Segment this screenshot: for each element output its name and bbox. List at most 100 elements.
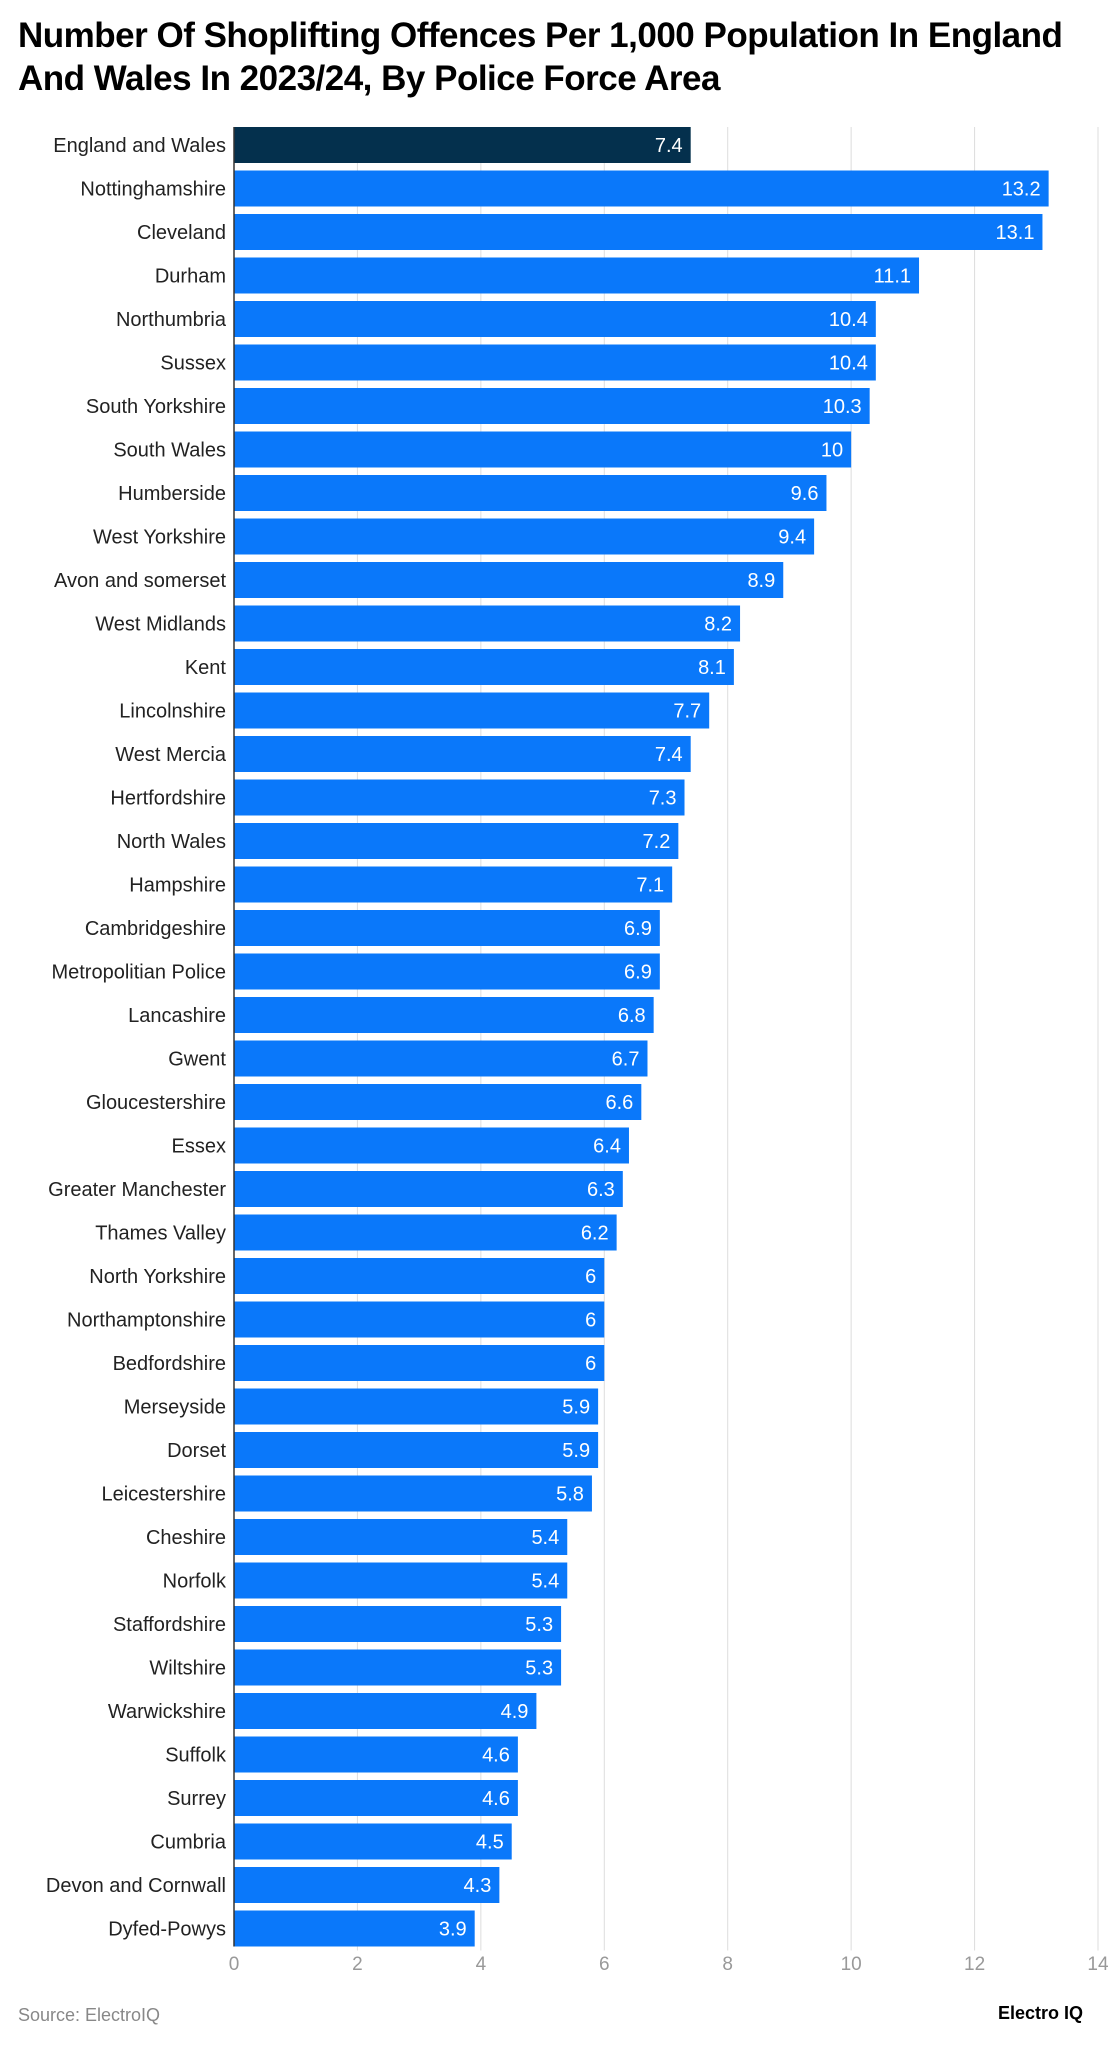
- data-label: 10.3: [823, 396, 862, 418]
- category-label: South Wales: [113, 440, 226, 462]
- bar: [234, 953, 660, 990]
- bar: [234, 736, 691, 772]
- data-label: 6.6: [606, 1092, 634, 1114]
- data-label: 9.6: [791, 483, 819, 505]
- category-label: Northamptonshire: [67, 1310, 226, 1332]
- chart-title: Number Of Shoplifting Offences Per 1,000…: [18, 16, 1063, 98]
- data-label: 7.7: [673, 701, 701, 723]
- bar: [234, 1693, 537, 1729]
- category-label: Sussex: [160, 353, 226, 375]
- x-tick-label: 2: [352, 1954, 363, 1975]
- category-label: Metropolitian Police: [51, 962, 226, 984]
- data-label: 9.4: [778, 527, 806, 549]
- category-label: Dyfed-Powys: [108, 1919, 226, 1941]
- category-label: Suffolk: [165, 1745, 227, 1767]
- bar: [234, 1171, 623, 1207]
- bar: [234, 779, 685, 816]
- data-label: 7.1: [636, 875, 664, 897]
- data-label: 5.4: [531, 1527, 559, 1549]
- category-label: Wiltshire: [149, 1658, 226, 1680]
- x-tick-label: 4: [476, 1954, 487, 1975]
- category-label: North Wales: [117, 831, 226, 853]
- category-label: Leicestershire: [101, 1484, 226, 1506]
- data-label: 6.8: [618, 1005, 646, 1027]
- data-label: 3.9: [439, 1919, 467, 1941]
- bar: [234, 605, 741, 642]
- category-label: Merseyside: [124, 1397, 226, 1419]
- data-label: 7.2: [643, 831, 671, 853]
- data-label: 6.2: [581, 1223, 609, 1245]
- bar: [234, 170, 1049, 207]
- category-label: Gwent: [168, 1049, 226, 1071]
- bar: [234, 1867, 500, 1903]
- category-label: Surrey: [167, 1788, 226, 1810]
- category-label: Lincolnshire: [119, 701, 226, 723]
- category-label: West Yorkshire: [93, 527, 226, 549]
- bar: [234, 1301, 605, 1338]
- data-label: 5.3: [525, 1614, 553, 1636]
- category-label: Staffordshire: [113, 1614, 226, 1636]
- bar: [234, 127, 691, 163]
- data-label: 6: [585, 1310, 596, 1332]
- bar: [234, 388, 870, 424]
- category-label: Nottinghamshire: [80, 179, 226, 201]
- x-tick-label: 12: [964, 1954, 985, 1975]
- data-label: 13.1: [996, 222, 1035, 244]
- bar: [234, 1214, 617, 1251]
- bar: [234, 1606, 562, 1642]
- bar: [234, 518, 815, 555]
- category-label: North Yorkshire: [89, 1266, 226, 1288]
- data-label: 7.4: [655, 744, 683, 766]
- category-label: Northumbria: [116, 309, 227, 331]
- data-label: 6.9: [624, 918, 652, 940]
- category-label: Cambridgeshire: [85, 918, 226, 940]
- data-label: 4.6: [482, 1745, 510, 1767]
- data-label: 6.3: [587, 1179, 615, 1201]
- data-label: 8.1: [698, 657, 726, 679]
- category-label: Warwickshire: [108, 1701, 226, 1723]
- data-label: 6.9: [624, 962, 652, 984]
- bar: [234, 1258, 605, 1294]
- bar: [234, 1388, 599, 1425]
- bar: [234, 1127, 629, 1164]
- bar: [234, 475, 827, 511]
- brand-logo: Electro IQ: [997, 2003, 1083, 2023]
- category-label: England and Wales: [53, 135, 226, 157]
- data-label: 7.4: [655, 135, 683, 157]
- data-label: 8.2: [704, 614, 732, 636]
- data-label: 10.4: [829, 309, 868, 331]
- data-label: 4.9: [501, 1701, 529, 1723]
- bar: [234, 1432, 599, 1468]
- data-label: 7.3: [649, 788, 677, 810]
- bar: [234, 1562, 568, 1599]
- data-label: 5.9: [562, 1397, 590, 1419]
- bar: [234, 1040, 648, 1077]
- category-label: West Mercia: [115, 744, 227, 766]
- category-label: Kent: [185, 657, 227, 679]
- category-label: Lancashire: [128, 1005, 226, 1027]
- category-label: Avon and somerset: [54, 570, 226, 592]
- category-label: Gloucestershire: [86, 1092, 226, 1114]
- data-label: 6: [585, 1266, 596, 1288]
- category-label: Hertfordshire: [110, 788, 226, 810]
- data-label: 4.5: [476, 1832, 504, 1854]
- category-label: Norfolk: [163, 1571, 227, 1593]
- category-label: Devon and Cornwall: [46, 1875, 226, 1897]
- data-label: 10.4: [829, 353, 868, 375]
- bar: [234, 1519, 568, 1555]
- bar: [234, 1475, 592, 1512]
- data-label: 10: [821, 440, 843, 462]
- bar: [234, 649, 734, 685]
- category-label: Cheshire: [146, 1527, 226, 1549]
- bar: [234, 997, 654, 1033]
- category-label: West Midlands: [95, 614, 226, 636]
- data-label: 6.7: [612, 1049, 640, 1071]
- bar: [234, 1084, 642, 1120]
- bar: [234, 214, 1043, 250]
- category-label: Cleveland: [137, 222, 226, 244]
- x-tick-label: 8: [722, 1954, 733, 1975]
- bar: [234, 1823, 512, 1860]
- category-label: South Yorkshire: [86, 396, 226, 418]
- bar: [234, 1910, 475, 1947]
- source-note: Source: ElectroIQ: [18, 2005, 161, 2025]
